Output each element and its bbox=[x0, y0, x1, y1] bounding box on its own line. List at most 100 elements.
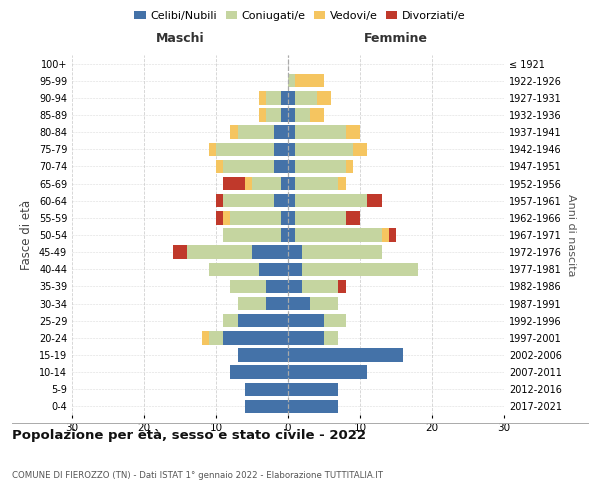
Bar bbox=[295, 126, 346, 139]
Text: Popolazione per età, sesso e stato civile - 2022: Popolazione per età, sesso e stato civil… bbox=[12, 430, 366, 442]
Bar bbox=[223, 314, 238, 328]
Bar bbox=[266, 91, 281, 104]
Bar bbox=[245, 177, 252, 190]
Bar bbox=[238, 297, 266, 310]
Bar bbox=[274, 142, 288, 156]
Bar bbox=[288, 366, 367, 379]
Bar bbox=[238, 314, 288, 328]
Bar bbox=[288, 74, 295, 88]
Bar bbox=[202, 331, 209, 344]
Bar bbox=[266, 108, 281, 122]
Bar bbox=[245, 382, 288, 396]
Bar bbox=[338, 177, 346, 190]
Bar bbox=[288, 177, 295, 190]
Bar bbox=[230, 280, 266, 293]
Bar bbox=[274, 126, 288, 139]
Bar bbox=[288, 194, 295, 207]
Bar bbox=[223, 177, 245, 190]
Bar bbox=[310, 108, 324, 122]
Bar bbox=[281, 177, 288, 190]
Bar bbox=[288, 314, 324, 328]
Bar bbox=[223, 211, 230, 224]
Bar bbox=[288, 126, 295, 139]
Bar bbox=[216, 194, 223, 207]
Bar bbox=[216, 211, 223, 224]
Bar bbox=[324, 314, 346, 328]
Bar bbox=[324, 331, 338, 344]
Bar bbox=[295, 74, 324, 88]
Bar bbox=[223, 160, 274, 173]
Bar bbox=[295, 160, 346, 173]
Bar bbox=[223, 228, 281, 241]
Bar bbox=[295, 108, 310, 122]
Bar bbox=[302, 280, 338, 293]
Bar bbox=[187, 246, 252, 259]
Bar bbox=[295, 211, 346, 224]
Bar bbox=[310, 297, 338, 310]
Bar bbox=[302, 246, 382, 259]
Bar bbox=[259, 91, 266, 104]
Bar bbox=[281, 211, 288, 224]
Bar bbox=[288, 262, 302, 276]
Text: Femmine: Femmine bbox=[364, 32, 428, 44]
Bar bbox=[288, 400, 338, 413]
Bar bbox=[346, 160, 353, 173]
Bar bbox=[266, 280, 288, 293]
Bar bbox=[238, 348, 288, 362]
Bar bbox=[288, 228, 295, 241]
Bar bbox=[288, 331, 324, 344]
Y-axis label: Fasce di età: Fasce di età bbox=[20, 200, 33, 270]
Bar bbox=[209, 142, 216, 156]
Bar bbox=[209, 262, 259, 276]
Bar bbox=[389, 228, 396, 241]
Bar bbox=[338, 280, 346, 293]
Bar bbox=[288, 142, 295, 156]
Bar bbox=[288, 211, 295, 224]
Bar bbox=[281, 91, 288, 104]
Legend: Celibi/Nubili, Coniugati/e, Vedovi/e, Divorziati/e: Celibi/Nubili, Coniugati/e, Vedovi/e, Di… bbox=[134, 10, 466, 20]
Bar bbox=[173, 246, 187, 259]
Bar bbox=[288, 108, 295, 122]
Bar bbox=[317, 91, 331, 104]
Bar bbox=[230, 126, 238, 139]
Bar bbox=[223, 194, 274, 207]
Bar bbox=[302, 262, 418, 276]
Bar bbox=[281, 228, 288, 241]
Bar bbox=[288, 297, 310, 310]
Bar bbox=[288, 91, 295, 104]
Bar bbox=[288, 348, 403, 362]
Bar bbox=[295, 228, 382, 241]
Bar bbox=[259, 108, 266, 122]
Bar bbox=[238, 126, 274, 139]
Bar bbox=[346, 126, 360, 139]
Bar bbox=[266, 297, 288, 310]
Bar bbox=[274, 160, 288, 173]
Bar bbox=[230, 366, 288, 379]
Bar bbox=[353, 142, 367, 156]
Bar bbox=[295, 177, 338, 190]
Bar bbox=[288, 160, 295, 173]
Bar bbox=[367, 194, 382, 207]
Bar bbox=[209, 331, 223, 344]
Bar bbox=[252, 246, 288, 259]
Bar bbox=[216, 142, 274, 156]
Bar bbox=[245, 400, 288, 413]
Bar bbox=[295, 91, 317, 104]
Bar bbox=[259, 262, 288, 276]
Bar bbox=[223, 331, 288, 344]
Y-axis label: Anni di nascita: Anni di nascita bbox=[566, 194, 576, 276]
Text: COMUNE DI FIEROZZO (TN) - Dati ISTAT 1° gennaio 2022 - Elaborazione TUTTITALIA.I: COMUNE DI FIEROZZO (TN) - Dati ISTAT 1° … bbox=[12, 471, 383, 480]
Bar bbox=[295, 142, 353, 156]
Bar bbox=[295, 194, 367, 207]
Bar bbox=[288, 382, 338, 396]
Bar bbox=[288, 280, 302, 293]
Bar bbox=[216, 160, 223, 173]
Bar bbox=[288, 246, 302, 259]
Text: Maschi: Maschi bbox=[155, 32, 205, 44]
Bar bbox=[230, 211, 281, 224]
Bar bbox=[382, 228, 389, 241]
Bar bbox=[346, 211, 360, 224]
Bar bbox=[274, 194, 288, 207]
Bar bbox=[252, 177, 281, 190]
Bar bbox=[281, 108, 288, 122]
